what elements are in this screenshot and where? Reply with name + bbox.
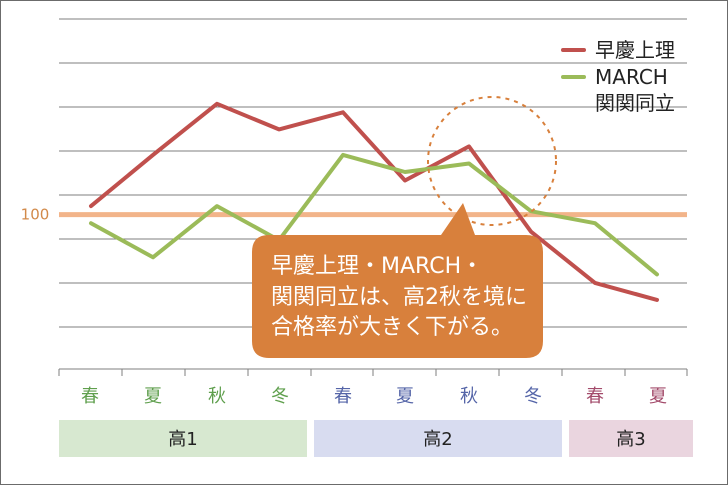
group-label: 高2 [423, 429, 452, 450]
group-band [59, 420, 307, 457]
x-axis-category-label: 秋 [460, 386, 478, 407]
x-axis-category-label: 冬 [524, 386, 542, 407]
callout-text-line: 合格率が大きく下がる。 [271, 315, 513, 340]
x-axis-category-label: 夏 [649, 386, 667, 407]
group-label: 高1 [168, 429, 197, 450]
x-axis-category-label: 春 [334, 386, 352, 407]
group-band [569, 420, 693, 457]
highlight-circle [427, 96, 557, 226]
x-axis-category-label: 冬 [271, 386, 289, 407]
legend-label-0: 早慶上理 [595, 38, 675, 62]
series-line-0 [89, 101, 659, 302]
x-axis-category-label: 夏 [396, 386, 414, 407]
x-axis-category-label: 春 [81, 386, 99, 407]
legend-label-1-line1: MARCH [595, 65, 668, 89]
group-label: 高3 [616, 429, 645, 450]
series-line-1 [89, 152, 659, 277]
callout-text-line: 早慶上理・MARCH・ [271, 254, 483, 279]
y-axis-tick-label: 100 [21, 206, 50, 224]
x-axis-category-label: 春 [586, 386, 604, 407]
x-axis-category-label: 秋 [208, 386, 226, 407]
group-band [314, 420, 562, 457]
callout-text-line: 関関同立は、高2秋を境に [271, 285, 527, 310]
legend-label-1-line2: 関関同立 [595, 91, 675, 115]
x-axis-category-label: 夏 [144, 386, 162, 407]
callout-box [252, 203, 543, 358]
